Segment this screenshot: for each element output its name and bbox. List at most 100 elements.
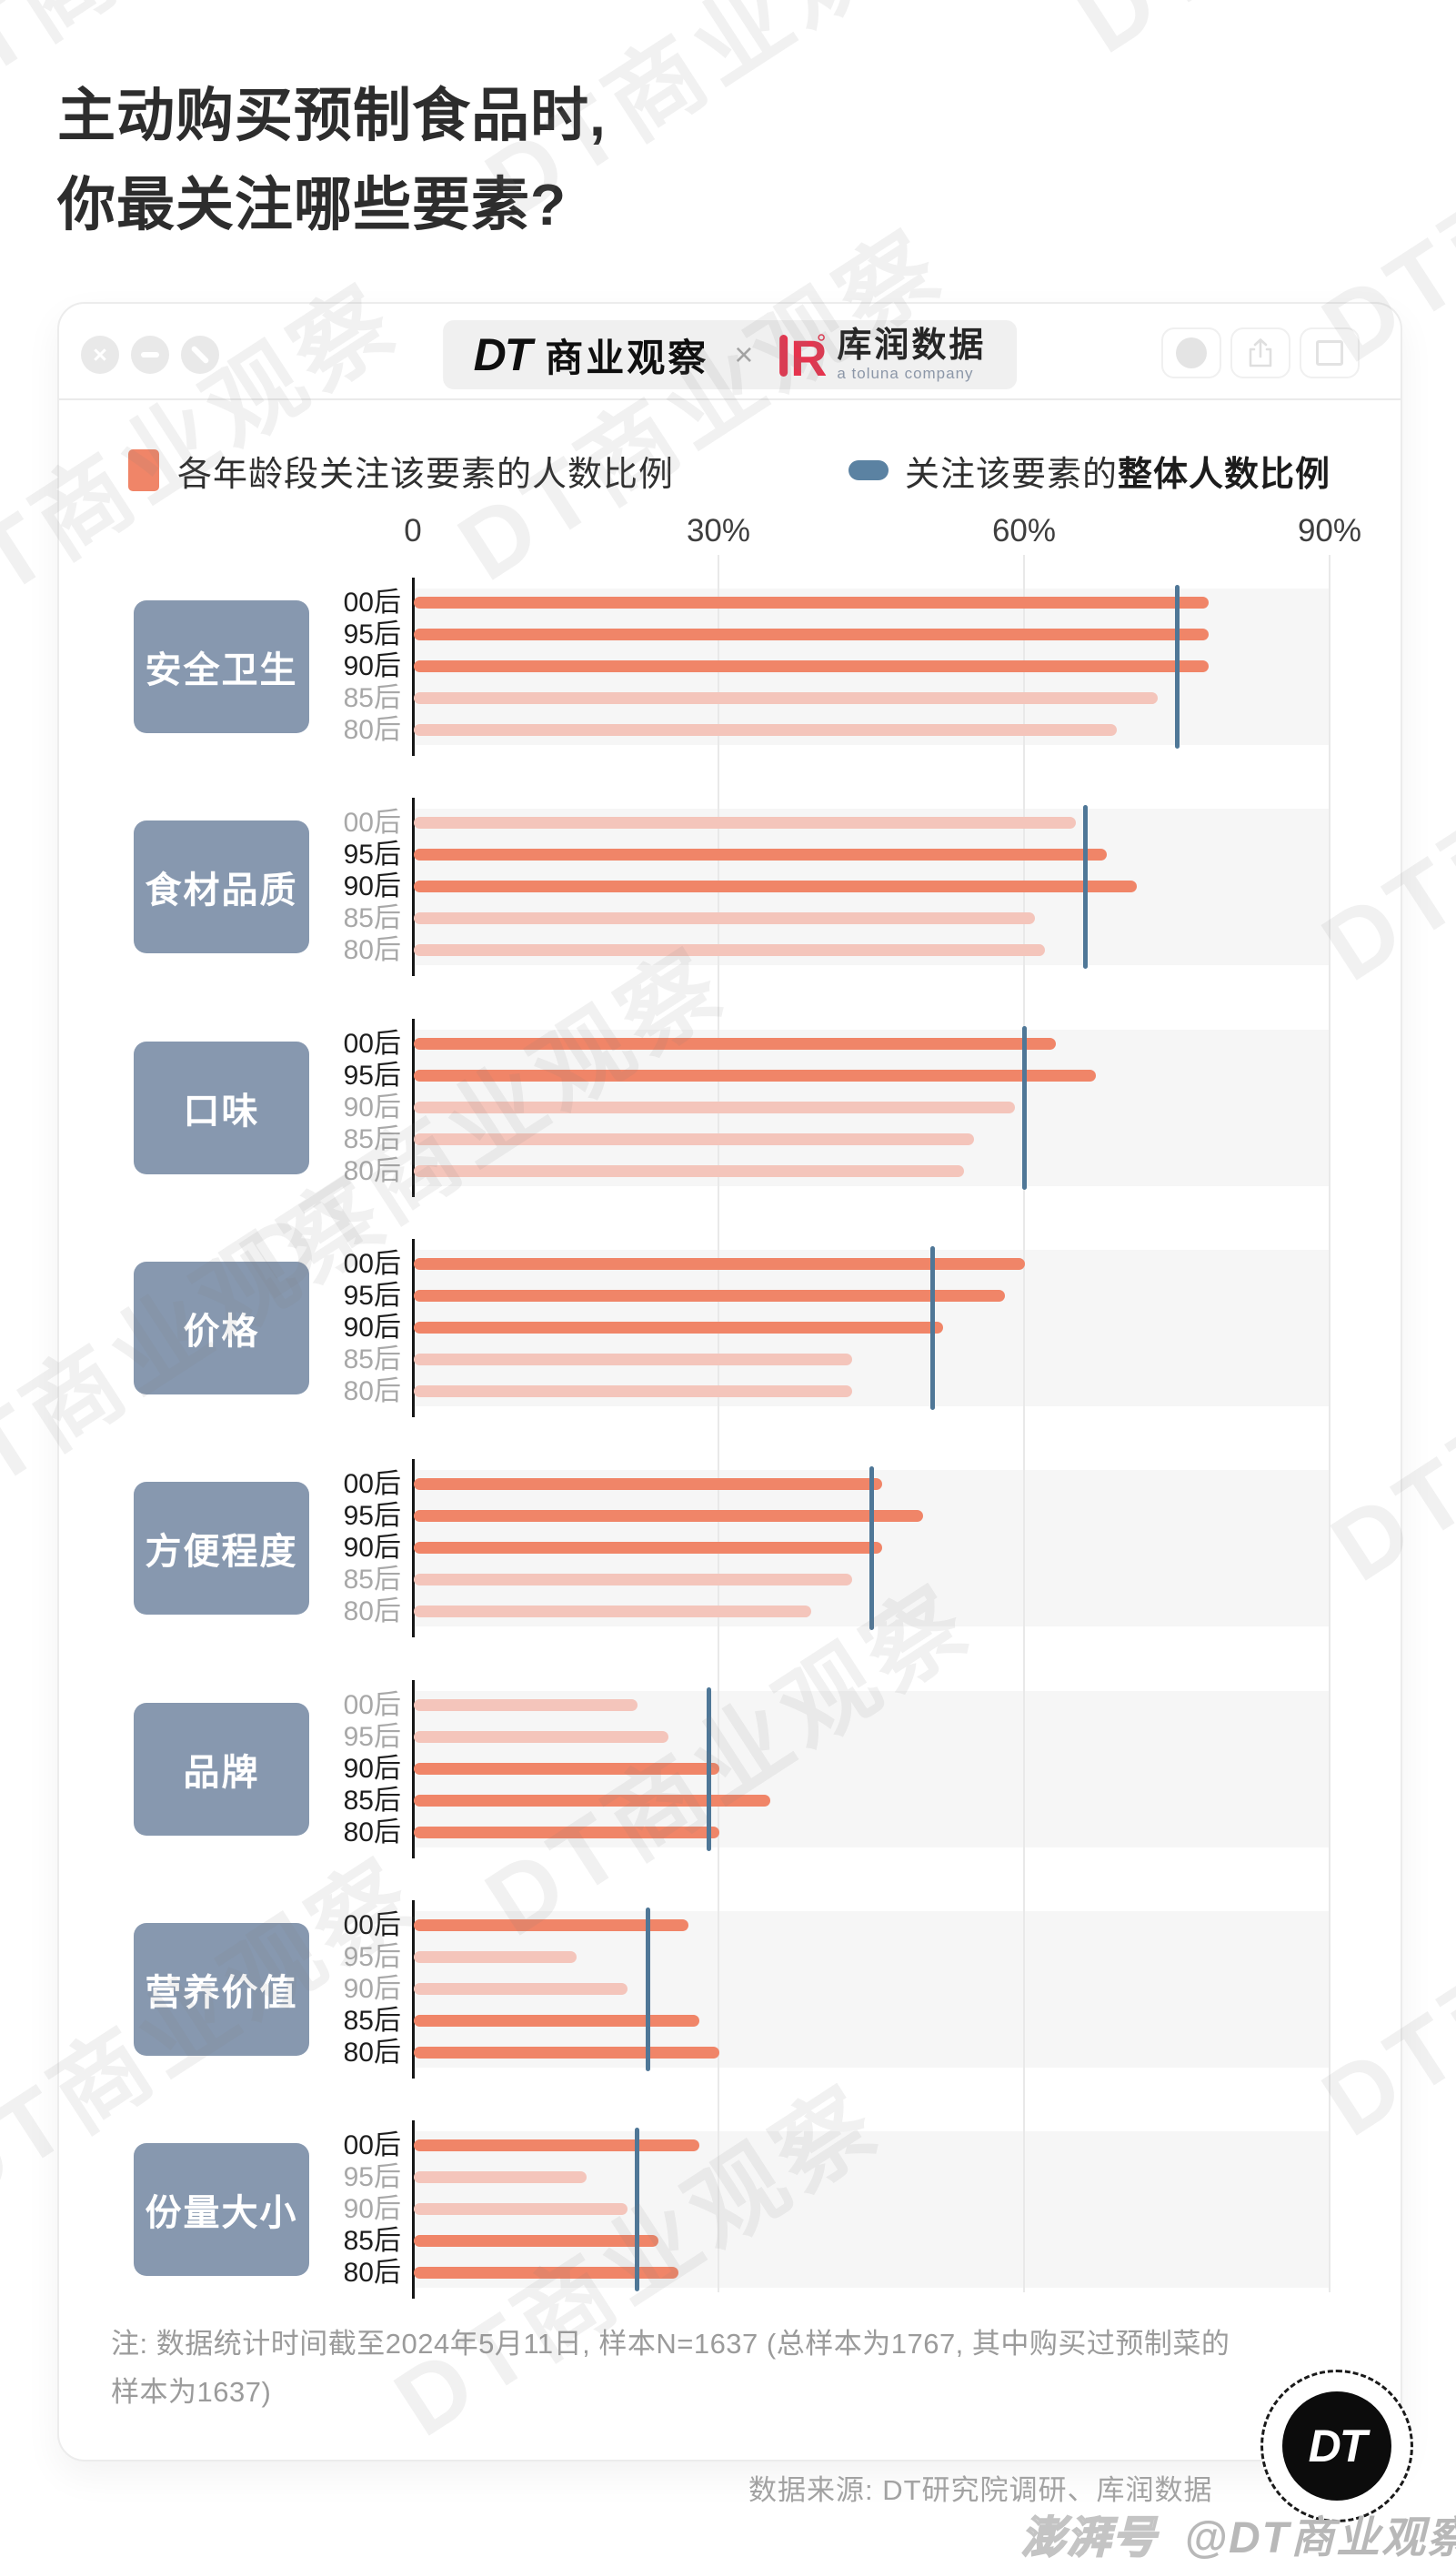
svg-text:R: R xyxy=(790,329,826,382)
page-title: 主动购买预制食品时, 你最关注哪些要素? xyxy=(57,71,607,249)
axis-line xyxy=(412,2120,415,2299)
age-bar xyxy=(414,881,1138,892)
age-bar xyxy=(414,849,1107,861)
age-label: 00后 xyxy=(343,1469,401,1499)
age-label: 00后 xyxy=(343,1690,401,1720)
overall-line xyxy=(869,1466,874,1630)
axis-tick: 0 xyxy=(404,513,422,549)
age-label: 95后 xyxy=(343,2162,401,2192)
age-bar xyxy=(414,1290,1005,1302)
age-bar xyxy=(414,1795,770,1807)
close-button[interactable]: × xyxy=(81,336,119,374)
dt-logo: DT xyxy=(473,329,533,380)
age-label: 95后 xyxy=(343,1942,401,1972)
category-label: 份量大小 xyxy=(134,2143,309,2276)
category-label: 营养价值 xyxy=(134,1923,309,2056)
watermark-text: DT商业观察 xyxy=(1046,0,1456,79)
age-bar xyxy=(414,1038,1056,1050)
gridline xyxy=(1023,555,1025,2292)
title-line2: 你最关注哪些要素? xyxy=(57,172,567,237)
circle-icon xyxy=(1176,337,1207,368)
age-label: 00后 xyxy=(343,808,401,838)
age-bar xyxy=(414,2267,679,2279)
legend-overall-line: 关注该要素的整体人数比例 xyxy=(848,449,1330,494)
age-bar xyxy=(414,944,1046,956)
age-bar xyxy=(414,2047,719,2059)
age-bar xyxy=(414,1606,811,1617)
share-button[interactable] xyxy=(1230,327,1290,378)
copy-button[interactable] xyxy=(1300,327,1360,378)
age-bar xyxy=(414,1542,883,1554)
share-icon xyxy=(1249,338,1272,367)
age-label: 80后 xyxy=(343,1596,401,1626)
age-label: 85后 xyxy=(343,683,401,713)
axis-line xyxy=(412,1019,415,1197)
overall-line xyxy=(1175,585,1180,749)
age-label: 90后 xyxy=(343,1754,401,1784)
age-label: 90后 xyxy=(343,2194,401,2224)
footnote-line1: 注: 数据统计时间截至2024年5月11日, 样本N=1637 (总样本为176… xyxy=(111,2328,1230,2360)
age-label: 90后 xyxy=(343,1092,401,1122)
dt-handle: @DT商业观察 xyxy=(1184,2514,1456,2562)
age-bar xyxy=(414,912,1036,924)
category-label: 安全卫生 xyxy=(134,600,309,733)
age-bar xyxy=(414,597,1209,609)
age-label: 90后 xyxy=(343,1313,401,1343)
age-bar xyxy=(414,1951,577,1963)
collab-cross-icon: × xyxy=(734,336,754,373)
legend-line-prefix: 关注该要素的 xyxy=(905,455,1119,494)
overall-line xyxy=(635,2128,640,2291)
kurun-name: 库润数据 xyxy=(837,326,987,365)
overall-line xyxy=(930,1246,936,1410)
age-label: 80后 xyxy=(343,1156,401,1186)
age-bar xyxy=(414,817,1076,829)
axis-tick: 30% xyxy=(686,513,751,549)
age-label: 85后 xyxy=(343,1786,401,1816)
age-bar xyxy=(414,1574,852,1586)
legend-line-label: 关注该要素的整体人数比例 xyxy=(905,446,1330,496)
data-source: 数据来源: DT研究院调研、库润数据 xyxy=(748,2474,1213,2506)
age-label: 00后 xyxy=(343,1029,401,1059)
record-button[interactable] xyxy=(1161,327,1221,378)
diagonal-button[interactable] xyxy=(181,336,219,374)
age-bar xyxy=(414,1133,974,1145)
age-label: 95后 xyxy=(343,840,401,870)
age-label: 95后 xyxy=(343,1281,401,1311)
gridline xyxy=(718,555,719,2292)
legend-bars-label: 各年龄段关注该要素的人数比例 xyxy=(177,455,675,494)
age-label: 00后 xyxy=(343,588,401,618)
age-bar xyxy=(414,629,1209,640)
age-bar xyxy=(414,1919,689,1931)
age-label: 00后 xyxy=(343,1910,401,1940)
pengpai-brand: 澎湃号 xyxy=(1020,2513,1158,2563)
age-bar xyxy=(414,1699,638,1711)
kurun-logo-icon: R xyxy=(778,327,826,382)
legend-line-bold: 整体人数比例 xyxy=(1118,455,1331,494)
age-label: 90后 xyxy=(343,1533,401,1563)
age-label: 00后 xyxy=(343,1249,401,1279)
chart-area: 0 30% 60% 90% 00后 95后 90后 85后 80后 安全卫生 00后 95后 90后 85… xyxy=(59,304,1401,2460)
age-label: 95后 xyxy=(343,1501,401,1531)
age-label: 90后 xyxy=(343,651,401,681)
age-label: 80后 xyxy=(343,2258,401,2288)
category-label: 口味 xyxy=(134,1042,309,1174)
age-bar xyxy=(414,1070,1097,1082)
category-label: 方便程度 xyxy=(134,1482,309,1615)
publisher-watermark: 澎湃号 @DT商业观察 xyxy=(1020,2502,1456,2565)
bar-swatch-icon xyxy=(128,449,159,491)
category-label: 品牌 xyxy=(134,1703,309,1836)
age-label: 85后 xyxy=(343,1124,401,1154)
axis-tick: 90% xyxy=(1297,513,1362,549)
age-label: 80后 xyxy=(343,1817,401,1847)
category-label: 价格 xyxy=(134,1262,309,1394)
overall-line xyxy=(645,1908,650,2071)
minimize-button[interactable] xyxy=(131,336,169,374)
gridline xyxy=(1329,555,1330,2292)
age-label: 90后 xyxy=(343,1974,401,2004)
card-header: × DT 商业观察 × R 库润数据 xyxy=(59,304,1401,400)
age-label: 85后 xyxy=(343,1344,401,1374)
age-bar xyxy=(414,1165,964,1177)
age-bar xyxy=(414,1827,719,1838)
age-bar xyxy=(414,1983,628,1995)
overall-line xyxy=(1022,1026,1027,1190)
